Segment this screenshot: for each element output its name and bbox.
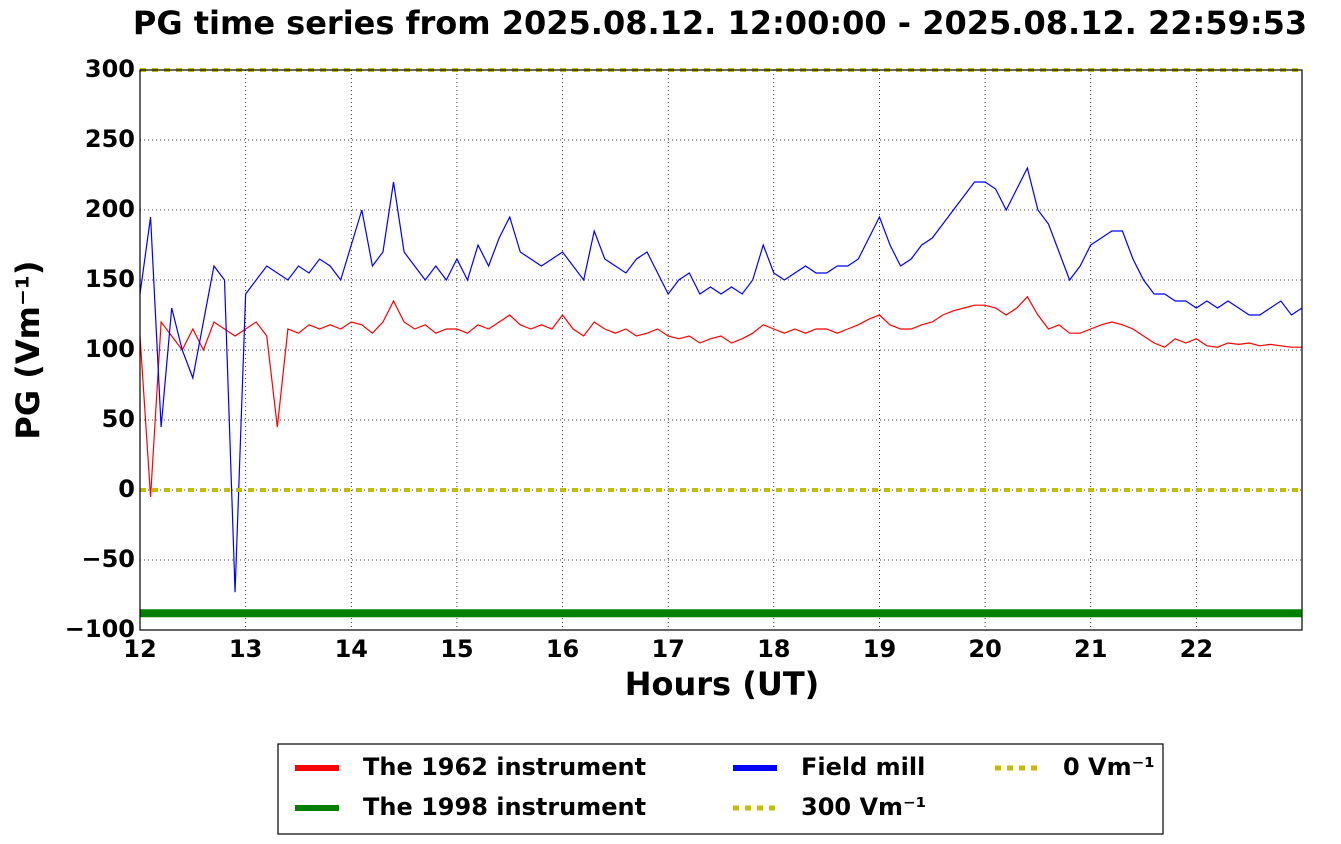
chart-title: PG time series from 2025.08.12. 12:00:00… [133, 4, 1307, 42]
legend-label: 300 Vm⁻¹ [801, 793, 926, 821]
y-tick-label: 150 [85, 265, 135, 293]
legend-label: 0 Vm⁻¹ [1063, 753, 1155, 781]
y-axis-label: PG (Vm⁻¹) [9, 260, 47, 439]
x-axis-label: Hours (UT) [625, 665, 820, 703]
y-tick-label: −100 [65, 615, 135, 643]
legend-label: Field mill [801, 753, 925, 781]
legend-box [277, 743, 1164, 835]
x-tick-label: 15 [440, 635, 473, 663]
x-tick-label: 17 [651, 635, 684, 663]
y-tick-label: 300 [85, 55, 135, 83]
legend-label: The 1998 instrument [363, 793, 646, 821]
y-tick-label: 0 [118, 475, 135, 503]
x-tick-label: 12 [123, 635, 156, 663]
x-tick-label: 21 [1074, 635, 1107, 663]
series-line [140, 166, 1302, 593]
legend-label: The 1962 instrument [363, 753, 646, 781]
y-tick-label: −50 [81, 545, 135, 573]
x-tick-label: 16 [546, 635, 579, 663]
x-tick-label: 22 [1180, 635, 1213, 663]
y-tick-label: 100 [85, 335, 135, 363]
x-tick-label: 20 [968, 635, 1001, 663]
y-tick-label: 200 [85, 195, 135, 223]
x-tick-label: 19 [863, 635, 896, 663]
x-tick-label: 18 [757, 635, 790, 663]
x-tick-label: 13 [229, 635, 262, 663]
plot-frame [139, 69, 1303, 631]
series-line [140, 295, 1302, 498]
x-tick-label: 14 [335, 635, 368, 663]
y-tick-label: 250 [85, 125, 135, 153]
y-tick-label: 50 [102, 405, 135, 433]
